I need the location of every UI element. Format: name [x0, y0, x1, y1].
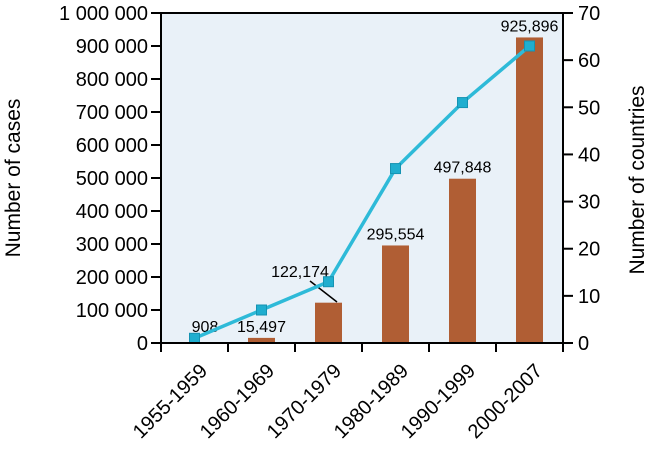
cases-data-label: 295,554: [367, 226, 425, 243]
y-left-tick-label: 1 000 000: [59, 3, 148, 25]
countries-line-marker: [390, 163, 401, 175]
countries-line-marker: [256, 304, 267, 316]
cases-data-label: 925,896: [501, 18, 559, 35]
cases-data-label: 122,174: [271, 264, 329, 281]
countries-line-marker: [524, 40, 535, 52]
data-label-leader-line: [309, 280, 338, 303]
y-right-tick-label: 0: [578, 333, 589, 355]
cases-bar-2000-2007: [516, 37, 543, 344]
plot-border: [160, 12, 564, 344]
y-right-tick-label: 30: [578, 192, 600, 214]
countries-line-marker: [189, 332, 200, 344]
y-right-tick-label: 40: [578, 144, 600, 166]
y-left-tick-label: 800 000: [76, 69, 148, 91]
y-right-tick-label: 70: [578, 3, 600, 25]
y-left-tick-label: 200 000: [76, 267, 148, 289]
y-left-tick-label: 500 000: [76, 168, 148, 190]
y-right-tick-label: 60: [578, 50, 600, 72]
cases-data-label: 497,848: [434, 160, 492, 177]
y-left-tick-label: 900 000: [76, 36, 148, 58]
countries-line-marker: [323, 276, 334, 288]
plot-background: [161, 13, 563, 343]
cases-bar-1980-1989: [382, 245, 409, 343]
cases-data-label: 15,497: [237, 319, 286, 336]
y-left-tick-label: 0: [137, 333, 148, 355]
cases-bar-1970-1979: [315, 302, 342, 343]
cases-bar-1990-1999: [449, 178, 476, 343]
right-axis-title: Number of countries: [626, 85, 649, 274]
y-right-tick-label: 50: [578, 97, 600, 119]
y-left-tick-label: 400 000: [76, 201, 148, 223]
y-right-tick-label: 10: [578, 286, 600, 308]
countries-line: [193, 44, 531, 340]
y-left-tick-label: 300 000: [76, 234, 148, 256]
y-left-tick-label: 700 000: [76, 102, 148, 124]
countries-line-marker: [457, 97, 468, 109]
y-right-tick-label: 20: [578, 239, 600, 261]
y-left-tick-label: 100 000: [76, 300, 148, 322]
plot-area: 0 100 000 200 000 300 000 400 000 500 000 600 …: [59, 3, 600, 443]
left-axis-title: Number of cases: [2, 99, 25, 258]
y-left-tick-label: 600 000: [76, 135, 148, 157]
cases-bar-1960-1969: [248, 337, 275, 343]
